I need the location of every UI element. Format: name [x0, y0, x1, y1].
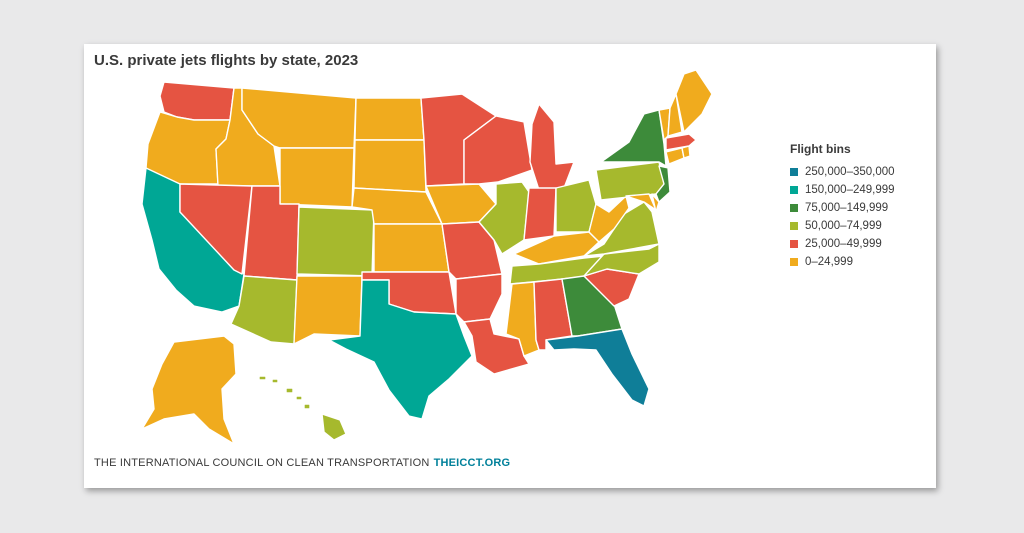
us-map: [84, 44, 936, 488]
legend-swatch: [790, 240, 798, 248]
state-hi[interactable]: [258, 375, 347, 441]
state-nh[interactable]: [667, 93, 683, 137]
state-wa[interactable]: [159, 81, 235, 121]
legend-label: 50,000–74,999: [805, 220, 882, 232]
state-ny[interactable]: [600, 109, 667, 167]
state-wi[interactable]: [463, 115, 533, 185]
legend-title: Flight bins: [790, 142, 851, 156]
state-co[interactable]: [296, 206, 375, 277]
state-ak[interactable]: [141, 335, 237, 445]
legend-label: 25,000–49,999: [805, 238, 882, 250]
state-ri[interactable]: [681, 145, 691, 159]
legend-swatch: [790, 258, 798, 266]
state-mi[interactable]: [529, 103, 575, 191]
state-nd[interactable]: [354, 97, 425, 141]
map-title: U.S. private jets flights by state, 2023: [94, 52, 359, 69]
state-ct[interactable]: [665, 147, 685, 165]
legend-label: 150,000–249,999: [805, 184, 895, 196]
legend-swatch: [790, 222, 798, 230]
map-card: U.S. private jets flights by state, 2023…: [84, 44, 936, 488]
state-sd[interactable]: [353, 139, 427, 193]
state-ar[interactable]: [455, 273, 503, 323]
footer-url[interactable]: THEICCT.ORG: [433, 457, 511, 469]
us-map-svg: [141, 69, 713, 445]
legend-swatch: [790, 186, 798, 194]
legend-item: 0–24,999: [790, 253, 895, 271]
legend-item: 50,000–74,999: [790, 217, 895, 235]
state-il[interactable]: [478, 181, 530, 255]
state-nm[interactable]: [293, 275, 363, 345]
state-nv[interactable]: [179, 183, 253, 275]
legend-swatch: [790, 168, 798, 176]
legend-item: 250,000–350,000: [790, 163, 895, 181]
legend-label: 0–24,999: [805, 256, 853, 268]
state-me[interactable]: [675, 69, 713, 133]
state-la[interactable]: [463, 318, 530, 375]
state-pa[interactable]: [595, 161, 665, 201]
legend-label: 250,000–350,000: [805, 166, 895, 178]
legend-item: 25,000–49,999: [790, 235, 895, 253]
state-ma[interactable]: [665, 133, 697, 151]
state-in[interactable]: [523, 187, 557, 241]
state-wy[interactable]: [279, 147, 355, 208]
state-tx[interactable]: [328, 279, 473, 420]
state-va[interactable]: [583, 201, 660, 257]
footer: THE INTERNATIONAL COUNCIL ON CLEAN TRANS…: [94, 457, 510, 469]
state-oh[interactable]: [555, 179, 597, 233]
state-fl[interactable]: [545, 328, 650, 407]
state-wv[interactable]: [588, 195, 630, 243]
state-ks[interactable]: [373, 223, 450, 273]
legend-label: 75,000–149,999: [805, 202, 889, 214]
legend-swatch: [790, 204, 798, 212]
legend-item: 150,000–249,999: [790, 181, 895, 199]
footer-org: THE INTERNATIONAL COUNCIL ON CLEAN TRANS…: [94, 457, 430, 469]
legend: Flight bins 250,000–350,000 150,000–249,…: [790, 142, 895, 271]
state-de[interactable]: [651, 193, 660, 213]
legend-item: 75,000–149,999: [790, 199, 895, 217]
